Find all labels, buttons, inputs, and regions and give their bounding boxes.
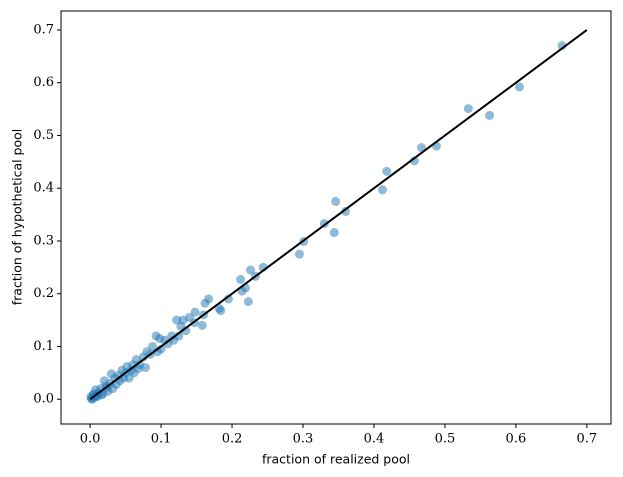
point: [377, 185, 387, 195]
point: [463, 104, 473, 114]
point: [245, 265, 255, 275]
point: [190, 307, 200, 317]
y-tick-label: 0.1: [33, 339, 54, 354]
x-tick-label: 0.4: [364, 432, 385, 447]
x-tick-label: 0.3: [293, 432, 314, 447]
point: [197, 320, 207, 330]
x-tick-label: 0.5: [435, 432, 456, 447]
y-tick-label: 0.4: [33, 181, 54, 196]
x-tick-label: 0.7: [577, 432, 598, 447]
point: [243, 297, 253, 307]
point: [329, 228, 339, 238]
x-tick-label: 0.0: [80, 432, 101, 447]
point: [200, 298, 210, 308]
point: [156, 344, 166, 354]
y-tick-label: 0.3: [33, 233, 54, 248]
y-tick-label: 0.0: [33, 392, 54, 407]
point: [514, 82, 524, 92]
point: [181, 326, 191, 336]
point: [223, 294, 233, 304]
x-tick-label: 0.2: [222, 432, 243, 447]
x-tick-label: 0.6: [506, 432, 527, 447]
x-axis-label: fraction of realized pool: [262, 452, 410, 467]
y-tick-label: 0.2: [33, 286, 54, 301]
y-tick-label: 0.5: [33, 128, 54, 143]
point: [138, 352, 148, 362]
point: [382, 166, 392, 176]
y-tick-label: 0.6: [33, 75, 54, 90]
point: [151, 331, 161, 341]
plot-frame: [60, 10, 612, 425]
point: [236, 274, 246, 284]
point: [172, 315, 182, 325]
point: [214, 303, 224, 313]
point: [294, 249, 304, 259]
point: [409, 156, 419, 166]
point: [99, 376, 109, 386]
point: [557, 41, 567, 51]
reference-line: [89, 29, 588, 401]
y-axis-label: fraction of hypothetical pool: [10, 129, 25, 305]
point: [133, 364, 143, 374]
y-tick-label: 0.7: [33, 22, 54, 37]
point: [331, 196, 341, 206]
point: [485, 110, 495, 120]
point: [341, 206, 351, 216]
x-tick-label: 0.1: [151, 432, 172, 447]
point: [148, 341, 158, 351]
point: [106, 369, 116, 379]
point: [417, 143, 427, 153]
